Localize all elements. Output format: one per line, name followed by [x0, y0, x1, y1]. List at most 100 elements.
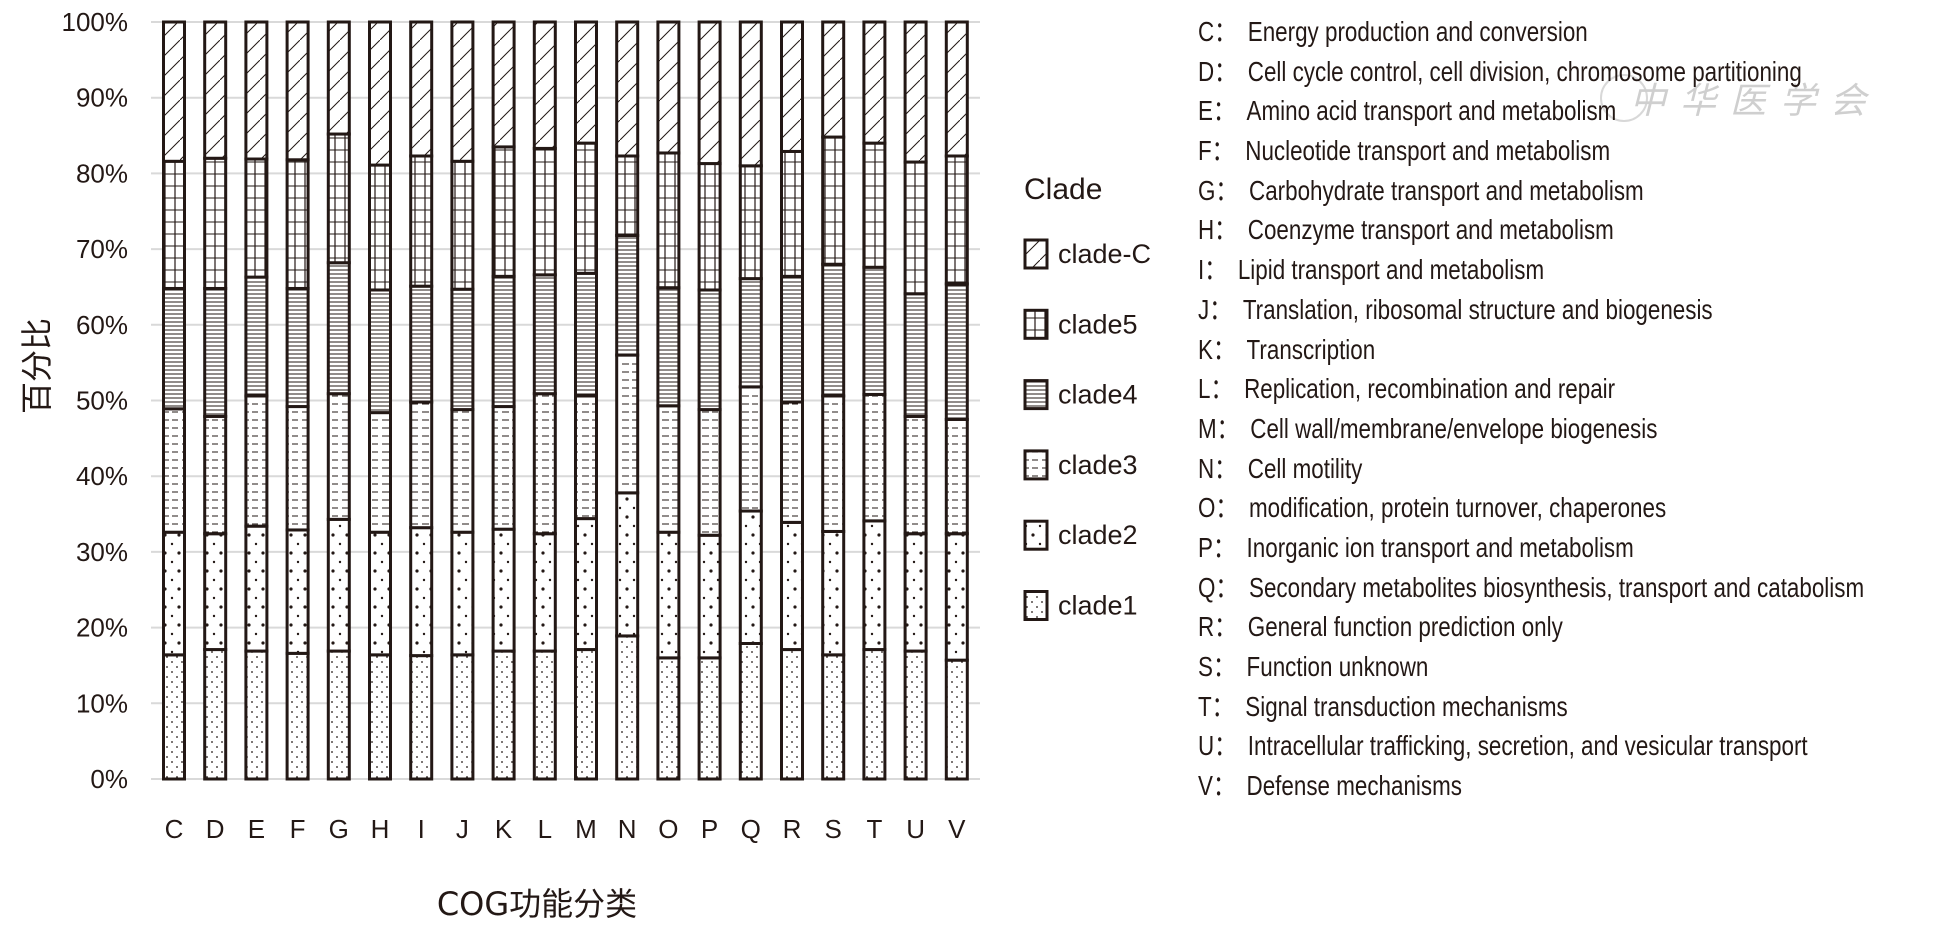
bar-segment-clade-C	[285, 20, 310, 162]
bar-segment-clade2	[203, 532, 228, 652]
cog-desc: General function prediction only	[1247, 611, 1563, 643]
watermark: 中华医学会	[1630, 81, 1881, 122]
cog-desc: Coenzyme transport and metabolism	[1247, 214, 1614, 246]
x-tick-label: I	[418, 814, 425, 844]
bar-segment-clade4	[821, 262, 846, 398]
legend-title: Clade	[1024, 173, 1102, 206]
legend-label: clade5	[1058, 309, 1138, 339]
bar-segment-clade5	[409, 154, 434, 288]
bar-T	[862, 20, 887, 781]
bar-segment-clade5	[615, 154, 640, 237]
bar-segment-clade3	[326, 392, 351, 521]
cog-code: H：	[1198, 214, 1237, 246]
cog-description-item: C： Energy production and conversion	[1198, 12, 1864, 52]
bar-segment-clade2	[368, 530, 392, 657]
cog-code: P：	[1198, 531, 1236, 563]
bar-segment-clade5	[697, 162, 722, 292]
y-tick-label: 0%	[90, 764, 128, 794]
x-tick-label: H	[371, 814, 390, 844]
bar-segment-clade-C	[615, 20, 640, 158]
cog-desc: Nucleotide transport and metabolism	[1245, 135, 1611, 167]
legend-label: clade1	[1058, 591, 1138, 621]
bar-segment-clade5	[326, 132, 351, 265]
cog-description-item: U： Intracellular trafficking, secretion, …	[1198, 726, 1864, 766]
bar-S	[821, 20, 846, 781]
bar-segment-clade3	[615, 353, 640, 495]
bar-segment-clade5	[450, 159, 475, 291]
cog-description-item: J： Translation, ribosomal structure and b…	[1198, 290, 1864, 330]
bar-R	[780, 20, 804, 781]
bar-segment-clade3	[532, 392, 557, 536]
cog-code: T：	[1198, 690, 1235, 722]
cog-desc: Lipid transport and metabolism	[1237, 254, 1545, 286]
y-tick-label: 40%	[76, 461, 128, 491]
x-tick-label: V	[948, 814, 966, 844]
bar-segment-clade4	[409, 284, 434, 404]
bar-segment-clade2	[532, 532, 557, 653]
y-tick-label: 80%	[76, 158, 128, 188]
bar-segment-clade-C	[326, 20, 351, 136]
cog-code: G：	[1198, 174, 1238, 206]
legend-swatch	[1023, 590, 1049, 621]
bar-segment-clade1	[285, 651, 310, 781]
bar-segment-clade2	[903, 532, 928, 653]
bar-segment-clade3	[821, 394, 846, 533]
bar-segment-clade-C	[862, 20, 887, 145]
bar-F	[285, 20, 310, 781]
cog-description-item: Q： Secondary metabolites biosynthesis, tr…	[1198, 568, 1864, 608]
legend-swatch	[1023, 308, 1049, 340]
bar-segment-clade5	[285, 158, 310, 290]
x-tick-label: O	[658, 814, 678, 844]
bar-segment-clade3	[780, 400, 804, 524]
bar-segment-clade-C	[203, 20, 228, 160]
bar-N	[615, 20, 640, 781]
bar-segment-clade5	[903, 160, 928, 296]
cog-desc: Replication, recombination and repair	[1244, 373, 1616, 405]
bar-segment-clade2	[780, 520, 804, 652]
bar-segment-clade-C	[656, 20, 681, 155]
x-tick-label: C	[165, 814, 184, 844]
bar-segment-clade2	[821, 529, 846, 657]
bar-segment-clade3	[203, 414, 228, 536]
cog-description-item: I： Lipid transport and metabolism	[1198, 250, 1864, 290]
bar-segment-clade3	[944, 417, 969, 536]
bar-segment-clade4	[244, 275, 269, 398]
cog-code: E：	[1198, 95, 1236, 127]
y-tick-label: 70%	[76, 234, 128, 264]
cog-desc: Cell wall/membrane/envelope biogenesis	[1250, 412, 1658, 444]
x-tick-label: K	[495, 814, 513, 844]
y-tick-label: 10%	[76, 688, 128, 718]
bar-segment-clade1	[574, 648, 598, 781]
bar-segment-clade-C	[944, 20, 969, 158]
bar-segment-clade1	[697, 656, 722, 781]
cog-code: K：	[1198, 333, 1236, 365]
bar-segment-clade-C	[738, 20, 763, 168]
bar-segment-clade5	[944, 154, 969, 286]
x-tick-label: R	[783, 814, 802, 844]
cog-code: L：	[1198, 373, 1233, 405]
legend-swatch	[1023, 379, 1049, 411]
bar-segment-clade4	[491, 274, 516, 409]
cog-description-item: O： modification, protein turnover, chaper…	[1198, 488, 1864, 528]
bar-P	[697, 20, 722, 781]
cog-description-item: M： Cell wall/membrane/envelope biogenesis	[1198, 409, 1864, 449]
x-tick-label: E	[248, 814, 265, 844]
cog-desc: Translation, ribosomal structure and bio…	[1242, 293, 1713, 325]
cog-code: Q：	[1198, 571, 1238, 603]
y-tick-label: 50%	[76, 386, 128, 416]
bar-segment-clade5	[574, 141, 598, 275]
bar-segment-clade4	[903, 292, 928, 418]
bar-E	[244, 20, 269, 781]
bar-segment-clade5	[738, 164, 763, 281]
bar-segment-clade4	[862, 265, 887, 396]
cog-description-item: T： Signal transduction mechanisms	[1198, 687, 1864, 727]
bar-segment-clade2	[326, 517, 351, 653]
cog-description-item: D： Cell cycle control, cell division, chr…	[1198, 52, 1864, 92]
bar-segment-clade3	[162, 407, 186, 534]
bar-segment-clade1	[203, 648, 228, 781]
bar-L	[532, 20, 557, 781]
cog-desc: Intracellular trafficking, secretion, an…	[1247, 730, 1808, 762]
bar-segment-clade5	[203, 156, 228, 290]
y-tick-label: 100%	[62, 7, 129, 37]
